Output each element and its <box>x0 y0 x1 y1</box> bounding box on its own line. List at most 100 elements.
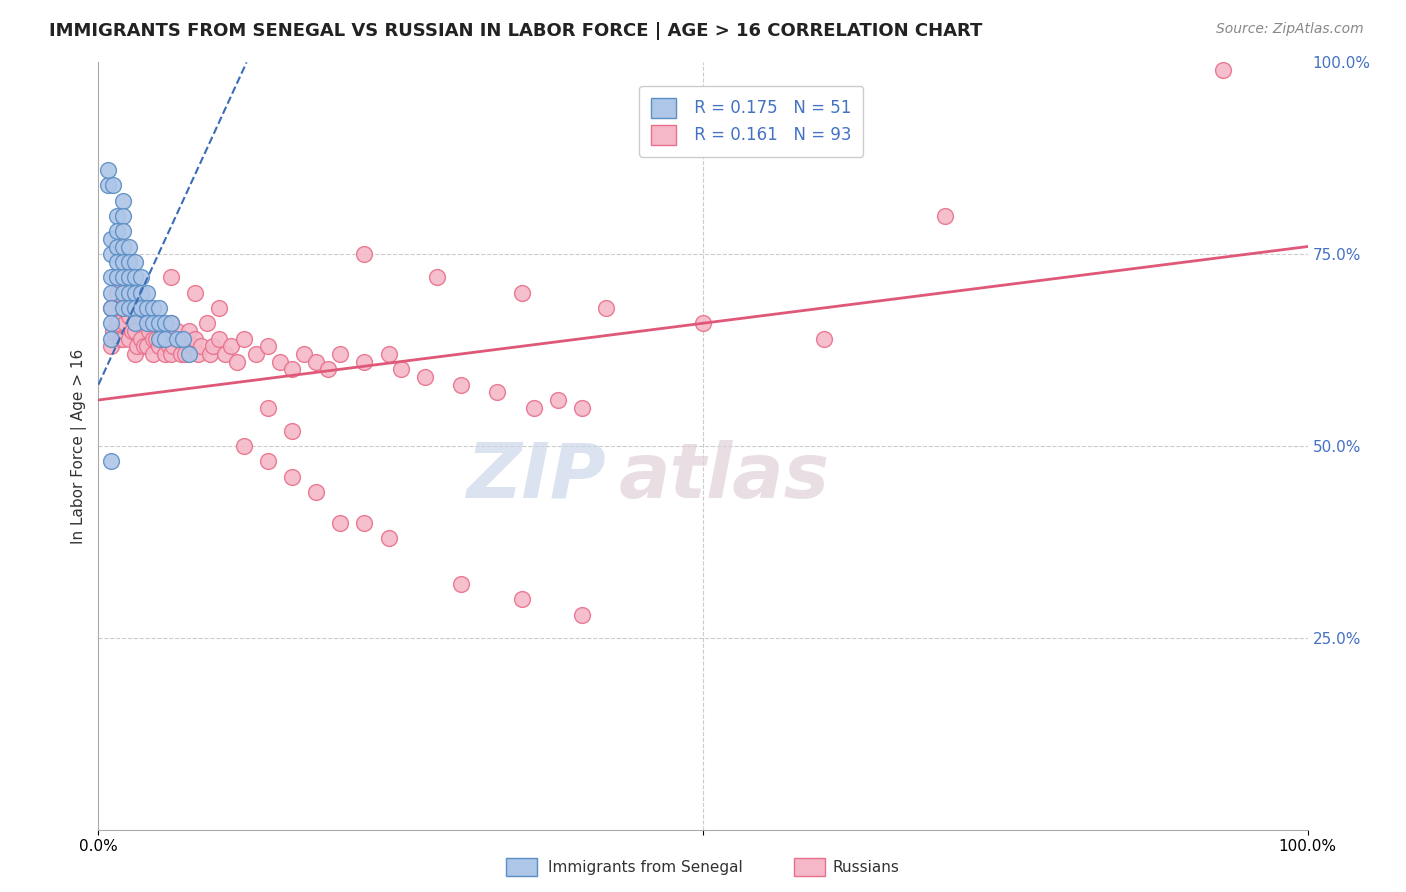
Point <box>105 255 128 269</box>
Point <box>256 401 278 415</box>
Point <box>118 270 141 285</box>
Point <box>190 339 212 353</box>
Point <box>105 270 128 285</box>
Point <box>135 285 157 300</box>
Point <box>377 531 399 545</box>
Point <box>118 239 141 253</box>
Point <box>100 270 122 285</box>
Point <box>305 354 328 368</box>
Text: Russians: Russians <box>832 860 900 874</box>
Point <box>413 370 436 384</box>
Point <box>135 316 157 330</box>
Point <box>571 401 593 415</box>
Point <box>118 332 141 346</box>
Point <box>100 301 122 315</box>
Point <box>934 209 956 223</box>
Point <box>353 516 375 530</box>
Point <box>138 324 160 338</box>
Point <box>111 194 134 208</box>
Point <box>100 232 122 246</box>
Point <box>1212 63 1234 78</box>
Point <box>124 324 146 338</box>
Point <box>166 324 188 338</box>
Point <box>142 347 165 361</box>
Point <box>329 516 352 530</box>
Point <box>142 332 165 346</box>
Point <box>486 385 509 400</box>
Point <box>160 270 183 285</box>
Point <box>111 224 134 238</box>
Point <box>124 301 146 315</box>
Point <box>208 301 231 315</box>
Point <box>105 239 128 253</box>
Text: Source: ZipAtlas.com: Source: ZipAtlas.com <box>1216 22 1364 37</box>
Point <box>111 209 134 223</box>
Point <box>111 301 134 315</box>
Point <box>329 347 352 361</box>
Point <box>135 316 157 330</box>
Point <box>105 316 128 330</box>
Point <box>281 362 304 376</box>
Point <box>316 362 339 376</box>
Point <box>166 332 188 346</box>
Legend:  R = 0.175   N = 51,  R = 0.161   N = 93: R = 0.175 N = 51, R = 0.161 N = 93 <box>640 87 863 157</box>
Text: IMMIGRANTS FROM SENEGAL VS RUSSIAN IN LABOR FORCE | AGE > 16 CORRELATION CHART: IMMIGRANTS FROM SENEGAL VS RUSSIAN IN LA… <box>49 22 983 40</box>
Point <box>124 347 146 361</box>
Point <box>153 324 176 338</box>
Point <box>100 339 122 353</box>
Point <box>97 178 120 193</box>
Point <box>153 347 176 361</box>
Point <box>145 332 167 346</box>
Point <box>153 316 176 330</box>
Text: Immigrants from Senegal: Immigrants from Senegal <box>548 860 744 874</box>
Point <box>281 424 304 438</box>
Point <box>547 392 569 407</box>
Point <box>179 347 201 361</box>
Point <box>142 316 165 330</box>
Point <box>105 285 128 300</box>
Point <box>124 316 146 330</box>
Point <box>160 316 183 330</box>
Point <box>195 316 218 330</box>
Point <box>510 285 533 300</box>
Point <box>148 316 170 330</box>
Text: atlas: atlas <box>619 440 830 514</box>
Point <box>101 324 124 338</box>
Point <box>118 285 141 300</box>
Point <box>100 332 122 346</box>
Point <box>111 285 134 300</box>
Point <box>595 301 617 315</box>
Point <box>111 270 134 285</box>
Point <box>121 324 143 338</box>
Point <box>108 332 131 346</box>
Point <box>148 301 170 315</box>
Point <box>202 339 225 353</box>
Point <box>181 339 204 353</box>
Point <box>232 332 254 346</box>
Point <box>100 301 122 315</box>
Point <box>353 247 375 261</box>
Point <box>256 339 278 353</box>
Point <box>127 339 149 353</box>
Point <box>135 339 157 353</box>
Point <box>148 332 170 346</box>
Point <box>174 347 197 361</box>
Point <box>111 270 134 285</box>
Point <box>160 316 183 330</box>
Point <box>692 316 714 330</box>
Point <box>129 309 152 323</box>
Point <box>129 301 152 315</box>
Point <box>523 401 546 415</box>
Point <box>184 285 207 300</box>
Point <box>162 339 184 353</box>
Point <box>305 485 328 500</box>
Point <box>124 301 146 315</box>
Point <box>153 332 176 346</box>
Point <box>221 339 243 353</box>
Point <box>111 255 134 269</box>
Point <box>214 347 236 361</box>
Point <box>172 332 194 346</box>
Point <box>150 332 173 346</box>
Point <box>118 285 141 300</box>
Point <box>97 162 120 177</box>
